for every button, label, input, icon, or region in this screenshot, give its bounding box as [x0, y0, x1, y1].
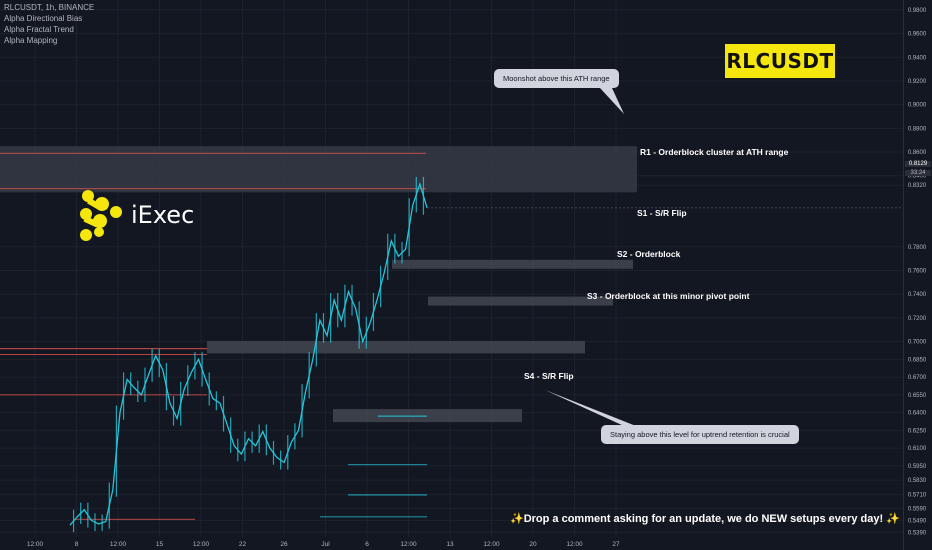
y-tick-label-5: 0.8800: [908, 126, 927, 132]
zone-label-s2: S2 - Orderblock: [617, 249, 681, 259]
current-price-tag: 0.8129: [905, 161, 931, 167]
callout-top-pointer: [600, 88, 624, 114]
x-tick-label-0: 12:00: [27, 541, 44, 548]
zone-label-r1: R1 - Orderblock cluster at ATH range: [640, 147, 789, 157]
symbol-header[interactable]: RLCUSDT, 1h, BINANCE: [4, 3, 95, 12]
indicator-alpha-mapping[interactable]: Alpha Mapping: [4, 36, 58, 45]
x-tick-label-14: 27: [612, 541, 620, 548]
y-tick-label-16: 0.6550: [908, 393, 927, 399]
ticker-badge: RLCUSDT: [725, 44, 835, 78]
y-tick-label-19: 0.6100: [908, 446, 927, 452]
y-tick-label-17: 0.6400: [908, 411, 927, 417]
x-tick-label-11: 12:00: [483, 541, 500, 548]
y-tick-label-6: 0.8600: [908, 150, 927, 156]
zone-r1: [0, 146, 637, 193]
x-tick-label-3: 15: [156, 541, 164, 548]
zone-label-s1: S1 - S/R Flip: [637, 208, 687, 218]
y-tick-label-2: 0.9400: [908, 55, 927, 61]
x-tick-label-10: 13: [446, 541, 454, 548]
zone-s4: [333, 409, 522, 423]
callout-top: Moonshot above this ATH range: [494, 69, 619, 88]
zone-s2: [428, 296, 613, 306]
y-tick-label-7: 0.8400: [908, 174, 927, 180]
y-tick-label-1: 0.9600: [908, 32, 927, 38]
y-tick-label-24: 0.5490: [908, 518, 927, 524]
y-tick-label-3: 0.9200: [908, 79, 927, 85]
y-tick-label-12: 0.7200: [908, 316, 927, 322]
y-tick-label-0: 0.9800: [908, 8, 927, 14]
x-tick-label-4: 12:00: [193, 541, 210, 548]
price-line: [69, 181, 428, 526]
x-tick-label-5: 22: [239, 541, 247, 548]
zone-label-s4: S4 - S/R Flip: [524, 371, 574, 381]
y-tick-label-13: 0.7000: [908, 340, 927, 346]
x-tick-label-8: 6: [365, 541, 369, 548]
y-tick-label-14: 0.6850: [908, 357, 927, 363]
y-tick-label-25: 0.5390: [908, 530, 927, 536]
zone-s1: [392, 259, 633, 269]
footer-text: ✨Drop a comment asking for an update, we…: [510, 513, 900, 525]
x-tick-label-12: 20: [529, 541, 537, 548]
y-tick-label-15: 0.6700: [908, 375, 927, 381]
indicator-fractal-trend[interactable]: Alpha Fractal Trend: [4, 25, 74, 34]
y-tick-label-21: 0.5830: [908, 478, 927, 484]
price-axis[interactable]: [903, 0, 932, 550]
indicator-directional-bias[interactable]: Alpha Directional Bias: [4, 14, 83, 23]
callout-bottom: Staying above this level for uptrend ret…: [601, 425, 799, 444]
x-tick-label-9: 12:00: [400, 541, 417, 548]
y-tick-label-20: 0.5950: [908, 464, 927, 470]
callout-bottom-pointer: [545, 390, 636, 426]
y-tick-label-10: 0.7600: [908, 269, 927, 275]
x-tick-label-2: 12:00: [110, 541, 127, 548]
y-tick-label-18: 0.6250: [908, 428, 927, 434]
y-tick-label-8: 0.8320: [908, 183, 927, 189]
zone-s3: [207, 340, 585, 354]
x-tick-label-6: 26: [280, 541, 288, 548]
iexec-logo-icon: [80, 190, 122, 241]
x-tick-label-7: Jul: [321, 541, 330, 548]
y-tick-label-23: 0.5590: [908, 507, 927, 513]
y-tick-label-4: 0.9000: [908, 103, 927, 109]
y-tick-label-9: 0.7800: [908, 245, 927, 251]
countdown-tag: 33:24: [905, 170, 931, 176]
y-tick-label-11: 0.7400: [908, 292, 927, 298]
x-tick-label-1: 8: [75, 541, 79, 548]
logo-text: iExec: [131, 201, 195, 229]
zone-label-s3: S3 - Orderblock at this minor pivot poin…: [587, 291, 750, 301]
x-tick-label-13: 12:00: [566, 541, 583, 548]
y-tick-label-22: 0.5710: [908, 492, 927, 498]
